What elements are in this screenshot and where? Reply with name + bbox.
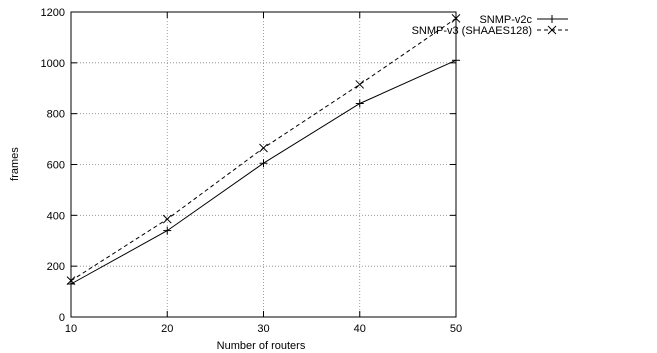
legend-label-1: SNMP-v3 (SHAAES128) xyxy=(412,25,532,37)
legend-marker-0 xyxy=(548,15,556,23)
x-tick-label: 40 xyxy=(354,323,366,335)
plot-frame xyxy=(70,11,457,318)
x-tick-label: 50 xyxy=(450,323,462,335)
data-point-0-1 xyxy=(163,226,172,235)
series-lines xyxy=(66,14,461,288)
y-tick-label: 800 xyxy=(47,109,65,121)
y-tick-label: 0 xyxy=(59,312,65,324)
y-axis-title: frames xyxy=(9,147,21,181)
y-tick-label: 1200 xyxy=(41,7,65,19)
y-tick-labels: 0 200 400 600 800 1000 1200 xyxy=(41,7,65,324)
plot-border xyxy=(70,11,457,318)
legend-marker-1 xyxy=(547,25,557,35)
data-point-1-3 xyxy=(355,80,365,89)
x-tick-label: 30 xyxy=(257,323,269,335)
y-tick-label: 1000 xyxy=(41,58,65,70)
data-point-1-1 xyxy=(162,214,172,224)
x-tick-labels: 10 20 30 40 50 xyxy=(65,323,462,335)
x-axis-title: Number of routers xyxy=(217,340,306,352)
y-tick-label: 400 xyxy=(47,210,65,222)
x-tick-label: 10 xyxy=(65,323,77,335)
x-tick-label: 20 xyxy=(161,323,173,335)
data-point-1-0 xyxy=(66,276,76,286)
data-point-1-2 xyxy=(259,143,268,153)
data-point-0-4 xyxy=(452,56,460,65)
data-point-0-2 xyxy=(259,159,268,168)
legend-label-0: SNMP-v2c xyxy=(479,14,532,26)
data-point-1-4 xyxy=(451,14,461,23)
y-tick-label: 600 xyxy=(47,160,65,172)
data-point-0-3 xyxy=(355,99,364,108)
y-tick-label: 200 xyxy=(47,261,65,273)
